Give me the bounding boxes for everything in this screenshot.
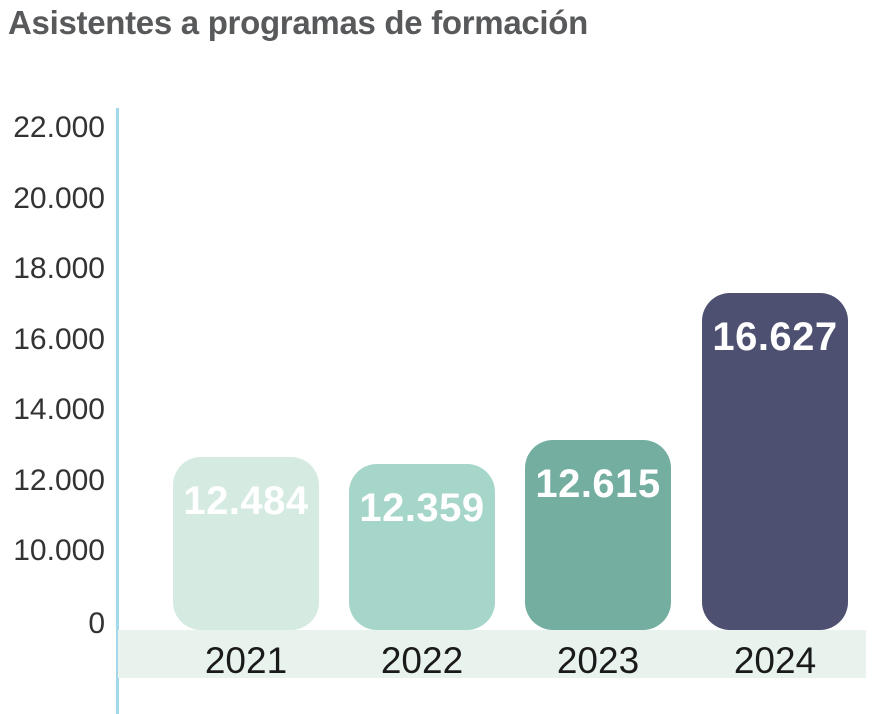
- y-axis-line: [116, 108, 119, 714]
- y-tick-label: 16.000: [13, 323, 105, 356]
- bar-2023: 12.615: [525, 440, 671, 630]
- y-tick-label: 14.000: [13, 393, 105, 426]
- chart-title: Asistentes a programas de formación: [8, 4, 589, 41]
- bar-value-label: 12.615: [535, 462, 661, 506]
- bar-2022: 12.359: [349, 464, 495, 630]
- x-axis-band: [118, 630, 866, 678]
- y-tick-label: 22.000: [13, 111, 105, 144]
- y-tick-label: 18.000: [13, 252, 105, 285]
- x-tick-2022: 2022: [380, 640, 464, 681]
- bar-value-label: 12.484: [183, 479, 309, 523]
- bar-2021: 12.484: [173, 457, 319, 630]
- bar-2024: 16.627: [702, 293, 848, 630]
- x-tick-2023: 2023: [556, 640, 640, 681]
- x-tick-2021: 2021: [204, 640, 288, 681]
- y-tick-label: 20.000: [13, 182, 105, 215]
- y-tick-label: 12.000: [13, 464, 105, 497]
- bar-value-label: 16.627: [712, 315, 838, 359]
- x-tick-2024: 2024: [733, 640, 817, 681]
- bar-value-label: 12.359: [359, 486, 485, 530]
- y-tick-label: 10.000: [13, 534, 105, 567]
- y-tick-label: 0: [88, 607, 105, 640]
